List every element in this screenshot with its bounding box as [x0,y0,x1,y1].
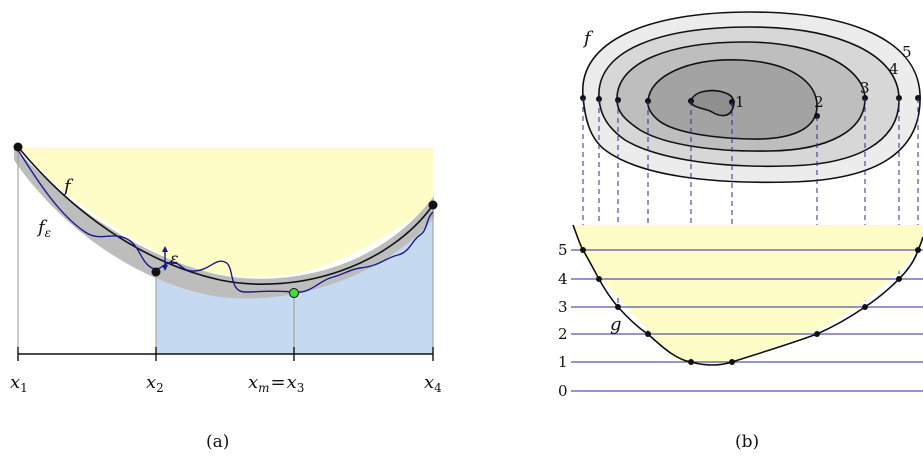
point-x4 [428,200,438,210]
label-contour-f: f [582,28,594,49]
label-f-eps: fε [36,217,51,240]
region-yellow [18,147,433,278]
label-graph-g: g [610,314,622,335]
level-label-0: 0 [558,382,568,400]
label-epsilon: ε [170,249,179,268]
region-blue [156,205,433,354]
tick-label-x3: xm=x3 [248,372,304,395]
caption-b: (b) [735,432,759,452]
caption-a: (a) [206,432,229,452]
tick-label-x4: x4 [424,372,442,395]
curve-f-eps [17,149,434,293]
point-x2 [151,267,161,277]
contour-number-3: 3 [860,79,870,97]
graph-fill [573,225,923,365]
level-label-5: 5 [558,241,568,259]
contour-number-2: 2 [814,93,824,111]
point-minimum [289,288,299,298]
level-label-3: 3 [558,298,568,316]
contour-number-5: 5 [902,43,912,61]
panel-a: f fε ε x1 x2 xm=x3 x4 (a) [10,142,442,452]
tick-label-x2: x2 [146,372,164,395]
curve-f [17,146,434,285]
graph-points [580,247,921,365]
epsilon-arrow-head-top [162,246,168,252]
level-label-1: 1 [558,353,568,371]
level-label-4: 4 [558,270,568,288]
contour-number-1: 1 [735,93,745,111]
panel-b: f g 1 2 3 4 5 5 4 3 2 1 0 (b) [558,11,923,452]
point-x1 [13,142,23,152]
epsilon-arrow-head-bottom [162,265,168,271]
contour-number-4: 4 [889,60,899,78]
contour-1 [690,89,735,117]
level-label-2: 2 [558,325,568,343]
tick-label-x1: x1 [10,372,28,395]
